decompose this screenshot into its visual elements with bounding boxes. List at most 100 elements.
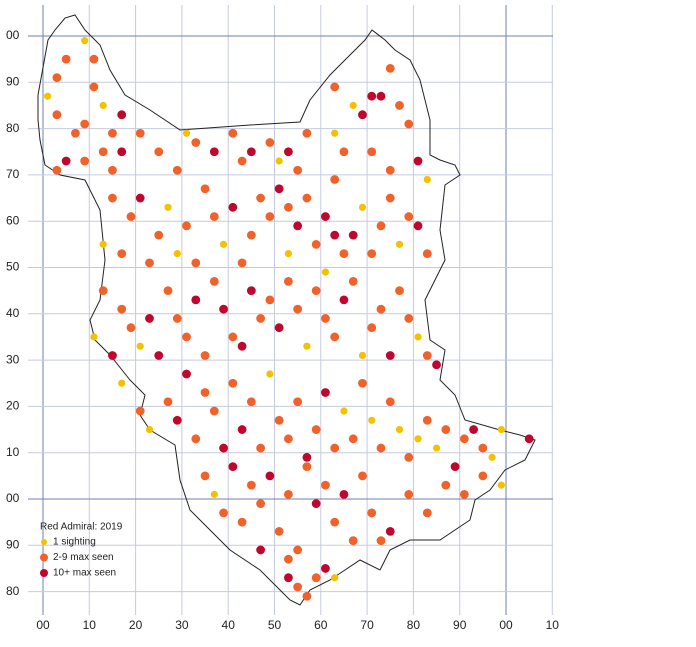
sighting-dot (172, 165, 182, 175)
sighting-dot (154, 230, 164, 240)
sighting-dot (367, 91, 377, 101)
sighting-dot (154, 351, 164, 360)
legend-swatch (41, 539, 47, 545)
sighting-dot (422, 415, 432, 425)
sighting-dot (80, 156, 90, 166)
sighting-dot (283, 489, 293, 499)
sighting-dot (413, 221, 423, 231)
sighting-dot (191, 258, 201, 268)
sighting-dot (404, 452, 414, 462)
sighting-dot (368, 416, 376, 424)
sighting-dot (376, 221, 386, 231)
sighting-dot (283, 573, 293, 583)
sighting-dot (302, 462, 312, 471)
sighting-dot (108, 351, 117, 360)
sighting-dot (367, 323, 377, 333)
sighting-dot (385, 165, 395, 175)
sighting-dot (237, 156, 247, 166)
sighting-dot (302, 452, 312, 462)
legend-label: 10+ max seen (53, 568, 116, 579)
sighting-dot (98, 286, 108, 296)
sighting-dot (395, 240, 404, 248)
sighting-dot (191, 295, 201, 305)
sighting-dot (275, 157, 283, 165)
sighting-dot (413, 156, 423, 166)
sighting-dot (488, 453, 496, 461)
sighting-dot (385, 527, 395, 536)
sighting-dot (478, 443, 488, 453)
sighting-dot (200, 388, 210, 397)
x-tick-label: 00 (499, 618, 513, 632)
sighting-dot (182, 369, 191, 379)
sighting-dot (321, 212, 330, 221)
sighting-dot (321, 480, 330, 490)
sighting-dot (348, 434, 358, 444)
sighting-dot (311, 286, 321, 296)
sighting-dot (385, 397, 395, 407)
sighting-dot (182, 129, 191, 137)
y-tick-label: 90 (6, 537, 20, 551)
sighting-dot (414, 435, 422, 443)
sighting-dot (293, 582, 303, 592)
y-tick-label: 40 (6, 306, 20, 320)
sighting-dot (339, 489, 349, 499)
sighting-dot (284, 250, 292, 258)
y-tick-label: 60 (6, 213, 20, 227)
sighting-dot (330, 517, 340, 527)
y-tick-label: 50 (6, 260, 20, 274)
legend-label: 1 sighting (53, 537, 96, 548)
sighting-dot (246, 230, 256, 240)
sighting-dot (274, 527, 284, 536)
sighting-dot (182, 221, 191, 231)
sighting-dot (200, 471, 210, 481)
sighting-dot (246, 480, 256, 490)
sighting-dot (209, 212, 219, 221)
sighting-dot (191, 434, 201, 444)
sighting-dot (311, 425, 321, 434)
sighting-dot (358, 203, 367, 211)
dots (44, 37, 534, 601)
sighting-dot (303, 342, 311, 350)
sighting-dot (265, 471, 275, 481)
sighting-dot (283, 202, 293, 212)
sighting-dot (321, 314, 330, 323)
sighting-dot (311, 573, 321, 583)
sighting-dot (469, 425, 478, 434)
sighting-dot (404, 119, 414, 129)
sighting-dot (385, 64, 395, 73)
sighting-dot (404, 314, 414, 323)
sighting-dot (209, 276, 219, 286)
sighting-dot (219, 443, 228, 453)
sighting-dot (331, 574, 339, 582)
sighting-dot (459, 489, 469, 499)
sighting-dot (395, 101, 404, 110)
sighting-dot (117, 304, 127, 314)
sighting-dot (246, 397, 256, 407)
sighting-dot (274, 184, 284, 194)
sighting-dot (266, 370, 274, 378)
sighting-dot (256, 499, 266, 509)
sighting-dot (348, 230, 358, 240)
sighting-dot (330, 443, 340, 453)
sighting-dot (89, 82, 99, 92)
sighting-dot (302, 591, 312, 601)
sighting-dot (126, 212, 136, 221)
sighting-dot (367, 508, 377, 518)
sighting-dot (330, 230, 340, 240)
sighting-dot (293, 165, 303, 175)
sighting-dot (136, 342, 144, 350)
y-tick-label: 30 (6, 352, 20, 366)
sighting-dot (172, 415, 182, 425)
sighting-dot (321, 564, 330, 573)
sighting-dot (348, 276, 358, 286)
sighting-dot (228, 202, 238, 212)
county-outline (37, 14, 536, 606)
sighting-dot (395, 286, 404, 296)
sighting-dot (302, 128, 312, 138)
sighting-dot (330, 175, 340, 184)
sighting-dot (200, 184, 210, 194)
sighting-dot (376, 91, 386, 101)
sighting-dot (348, 536, 358, 546)
sighting-dot (219, 240, 228, 248)
